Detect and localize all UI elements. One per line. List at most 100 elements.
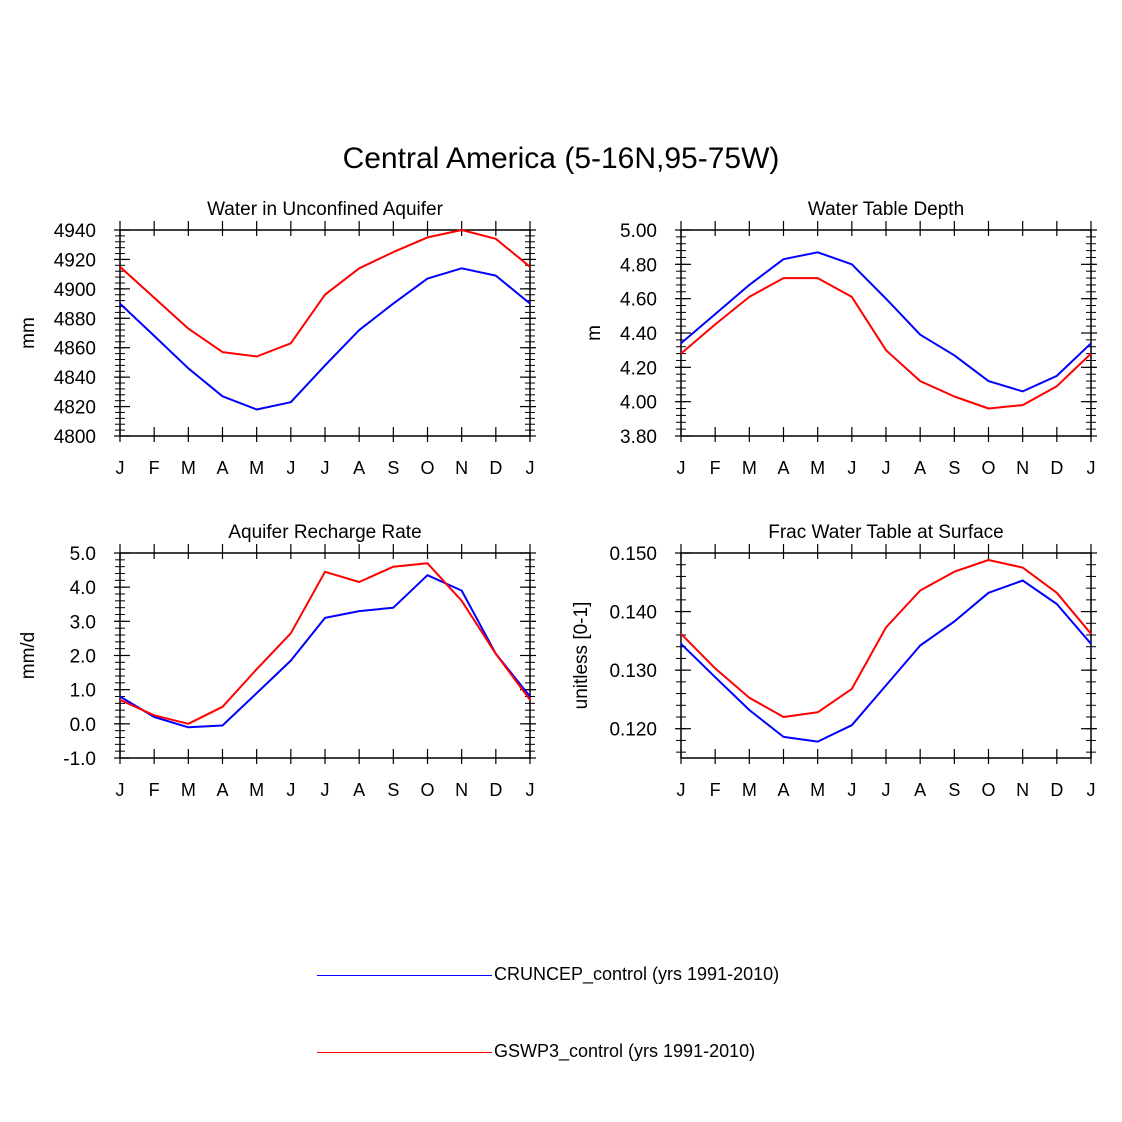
- panel-2-xtick-label: M: [742, 458, 757, 478]
- panel-1-xtick-label: M: [181, 458, 196, 478]
- panel-3-xtick-label: J: [116, 780, 125, 800]
- panel-4-ylabel: unitless [0-1]: [571, 602, 592, 710]
- legend-label-cruncep: CRUNCEP_control (yrs 1991-2010): [494, 964, 780, 984]
- legend-label-gswp3: GSWP3_control (yrs 1991-2010): [494, 1041, 756, 1061]
- panel-1-frame: [119, 229, 531, 437]
- panel-4-xtick-label: J: [677, 780, 686, 800]
- panel-1-ytick-label: 4900: [54, 280, 96, 301]
- panel-4-ytick-label: 0.150: [609, 544, 657, 565]
- panel-4-ytick-label: 0.120: [609, 720, 657, 741]
- panel-1-xtick-label: F: [149, 458, 160, 478]
- panel-2-xtick-label: A: [777, 458, 789, 478]
- panel-1-ytick-label: 4860: [54, 339, 96, 360]
- panel-4-xtick-label: S: [948, 780, 960, 800]
- panel-4-xtick-label: O: [981, 780, 995, 800]
- panel-2-xtick-label: J: [882, 458, 891, 478]
- panel-1-xtick-label: J: [286, 458, 295, 478]
- panel-1-xtick-label: J: [321, 458, 330, 478]
- panel-1-series-cruncep-line: [119, 267, 531, 411]
- panel-1-ytick-label: 4820: [54, 398, 96, 419]
- panel-3-xtick-label: N: [455, 780, 468, 800]
- panel-1-xtick-label: N: [455, 458, 468, 478]
- panel-4-xtick-label: N: [1016, 780, 1029, 800]
- panel-1-xtick-label: M: [249, 458, 264, 478]
- panel-3-xtick-label: O: [420, 780, 434, 800]
- panel-1-ytick-label: 4920: [54, 250, 96, 271]
- panel-1-ytick-label: 4840: [54, 368, 96, 389]
- panel-3-ytick-label: 0.0: [70, 715, 96, 736]
- panel-2-xtick-label: O: [981, 458, 995, 478]
- panel-2-frame: [680, 229, 1092, 437]
- panel-3-series-gswp3-line: [119, 562, 531, 725]
- panel-4-xtick-label: M: [742, 780, 757, 800]
- panel-3-xtick-label: A: [216, 780, 228, 800]
- panel-2-xtick-label: M: [810, 458, 825, 478]
- legend-line-gswp3: [317, 1052, 492, 1053]
- panel-3-xtick-label: J: [321, 780, 330, 800]
- panel-1-series-gswp3-line: [119, 229, 531, 358]
- panel-2-ytick-label: 3.80: [620, 427, 657, 448]
- panel-3-xtick-label: M: [249, 780, 264, 800]
- panel-2-xtick-label: J: [1087, 458, 1096, 478]
- panel-2-xtick-label: F: [710, 458, 721, 478]
- panel-2-title: Water Table Depth: [808, 199, 964, 220]
- panel-1-xtick-label: O: [420, 458, 434, 478]
- panel-3-frame: [119, 552, 531, 759]
- panel-2-ytick-label: 4.40: [620, 324, 657, 345]
- panel-4-frame: [680, 552, 1092, 759]
- panel-3-title: Aquifer Recharge Rate: [228, 522, 421, 543]
- legend-line-cruncep: [317, 975, 492, 976]
- panel-4-xtick-label: A: [777, 780, 789, 800]
- panel-4-ytick-label: 0.130: [609, 661, 657, 682]
- panel-3-ytick-label: 2.0: [70, 647, 96, 668]
- panel-1-xtick-label: J: [116, 458, 125, 478]
- panel-4-series-cruncep-line: [680, 579, 1092, 743]
- panel-4-xtick-label: J: [882, 780, 891, 800]
- panel-1-xtick-label: D: [489, 458, 502, 478]
- panel-3-xtick-label: F: [149, 780, 160, 800]
- panel-4-title: Frac Water Table at Surface: [768, 522, 1004, 543]
- panel-4-ytick-label: 0.140: [609, 603, 657, 624]
- panel-4-xtick-label: J: [1087, 780, 1096, 800]
- panel-3-xtick-label: D: [489, 780, 502, 800]
- panel-4-xtick-label: D: [1050, 780, 1063, 800]
- panel-2-ylabel: m: [584, 325, 605, 341]
- panel-4-xtick-label: M: [810, 780, 825, 800]
- panel-1-ytick-label: 4880: [54, 309, 96, 330]
- panel-2-series-cruncep-line: [680, 251, 1092, 393]
- panel-2-ytick-label: 4.60: [620, 290, 657, 311]
- panel-3-xtick-label: M: [181, 780, 196, 800]
- panel-3-xtick-label: J: [286, 780, 295, 800]
- panel-1-xtick-label: A: [216, 458, 228, 478]
- panel-3-ytick-label: 3.0: [70, 612, 96, 633]
- panel-1-xtick-label: A: [353, 458, 365, 478]
- panel-3-series-cruncep-line: [119, 574, 531, 729]
- panel-3-ylabel: mm/d: [18, 632, 39, 680]
- panel-2-xtick-label: J: [847, 458, 856, 478]
- panel-2-xtick-label: A: [914, 458, 926, 478]
- panel-4-series-gswp3-line: [680, 559, 1092, 718]
- panel-3-ytick-label: -1.0: [63, 749, 96, 770]
- panel-4-xtick-label: J: [847, 780, 856, 800]
- panel-1-xtick-label: J: [526, 458, 535, 478]
- panel-2-xtick-label: D: [1050, 458, 1063, 478]
- panel-2-ytick-label: 4.00: [620, 393, 657, 414]
- page-title: Central America (5-16N,95-75W): [342, 142, 780, 175]
- panel-3-xtick-label: S: [387, 780, 399, 800]
- panel-2-xtick-label: N: [1016, 458, 1029, 478]
- panel-1-ytick-label: 4940: [54, 221, 96, 242]
- panel-2-ytick-label: 4.20: [620, 358, 657, 379]
- panel-1-title: Water in Unconfined Aquifer: [207, 199, 444, 220]
- panel-3-ytick-label: 1.0: [70, 681, 96, 702]
- panel-1-xtick-label: S: [387, 458, 399, 478]
- panel-4-xtick-label: F: [710, 780, 721, 800]
- panel-3-ytick-label: 4.0: [70, 578, 96, 599]
- panel-2-xtick-label: J: [677, 458, 686, 478]
- panel-4-xtick-label: A: [914, 780, 926, 800]
- panel-1-ytick-label: 4800: [54, 427, 96, 448]
- panel-3-xtick-label: J: [526, 780, 535, 800]
- panel-2-ytick-label: 5.00: [620, 221, 657, 242]
- panel-2-ytick-label: 4.80: [620, 255, 657, 276]
- panel-2-xtick-label: S: [948, 458, 960, 478]
